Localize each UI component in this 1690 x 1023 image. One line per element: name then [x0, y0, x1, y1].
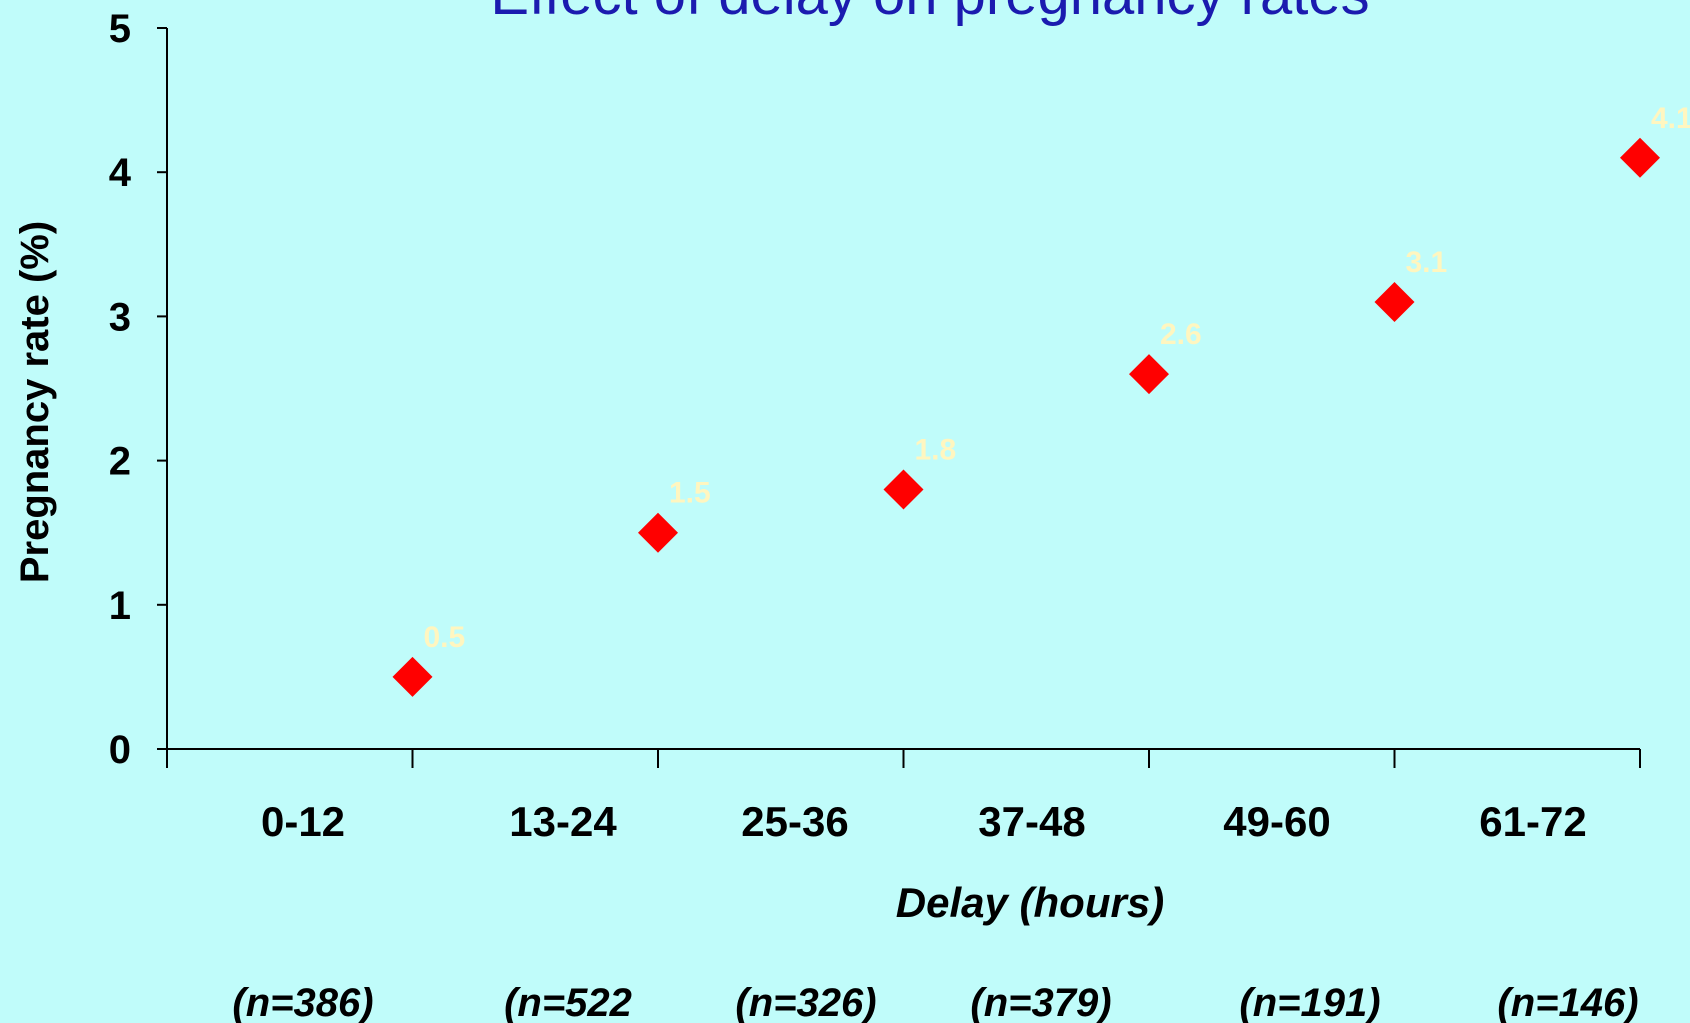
x-ticks: [166, 749, 1641, 768]
chart-title: Effect of delay on pregnancy rates: [490, 0, 1369, 27]
data-point: [638, 512, 678, 553]
y-ticks: 0 1 2 3 4 5: [109, 7, 167, 772]
data-point: [1374, 281, 1415, 322]
y-tick-label: 2: [109, 440, 131, 484]
sample-size-label: (n=522: [504, 981, 632, 1023]
y-tick-label: 3: [109, 295, 131, 339]
data-point: [883, 469, 924, 510]
sample-size-label: (n=146): [1497, 981, 1638, 1023]
x-category-label: 37-48: [978, 798, 1085, 845]
data-label: 1.8: [915, 433, 957, 466]
y-tick-label: 1: [109, 584, 131, 628]
y-tick-label: 5: [109, 7, 131, 51]
y-axis-title: Pregnancy rate (%): [13, 221, 57, 583]
data-point: [1129, 354, 1169, 395]
data-label: 3.1: [1406, 246, 1448, 279]
x-category-label: 0-12: [261, 798, 345, 845]
x-axis-title: Delay (hours): [896, 879, 1164, 926]
data-point: [392, 656, 433, 697]
data-points: [392, 137, 1660, 697]
axes: [166, 28, 1640, 750]
sample-size-label: (n=379): [970, 981, 1111, 1023]
y-tick-label: 0: [109, 728, 131, 772]
data-label: 1.5: [669, 477, 711, 510]
sample-size-label: (n=191): [1239, 981, 1380, 1023]
x-category-label: 49-60: [1223, 798, 1330, 845]
sample-size-label: (n=326): [735, 981, 876, 1023]
sample-size-label: (n=386): [232, 981, 373, 1023]
x-category-label: 61-72: [1479, 798, 1586, 845]
y-tick-label: 4: [109, 151, 132, 195]
x-category-label: 13-24: [509, 798, 617, 845]
data-labels: 0.5 1.5 1.8 2.6 3.1 4.1: [424, 102, 1690, 654]
data-label: 2.6: [1160, 318, 1202, 351]
data-point: [1620, 137, 1660, 178]
sample-size-labels: (n=386) (n=522 (n=326) (n=379) (n=191) (n=146…: [232, 981, 1638, 1023]
data-label: 4.1: [1651, 102, 1690, 135]
x-category-label: 25-36: [741, 798, 848, 845]
data-label: 0.5: [424, 621, 466, 654]
category-labels: 0-12 13-24 25-36 37-48 49-60 61-72: [261, 798, 1587, 845]
